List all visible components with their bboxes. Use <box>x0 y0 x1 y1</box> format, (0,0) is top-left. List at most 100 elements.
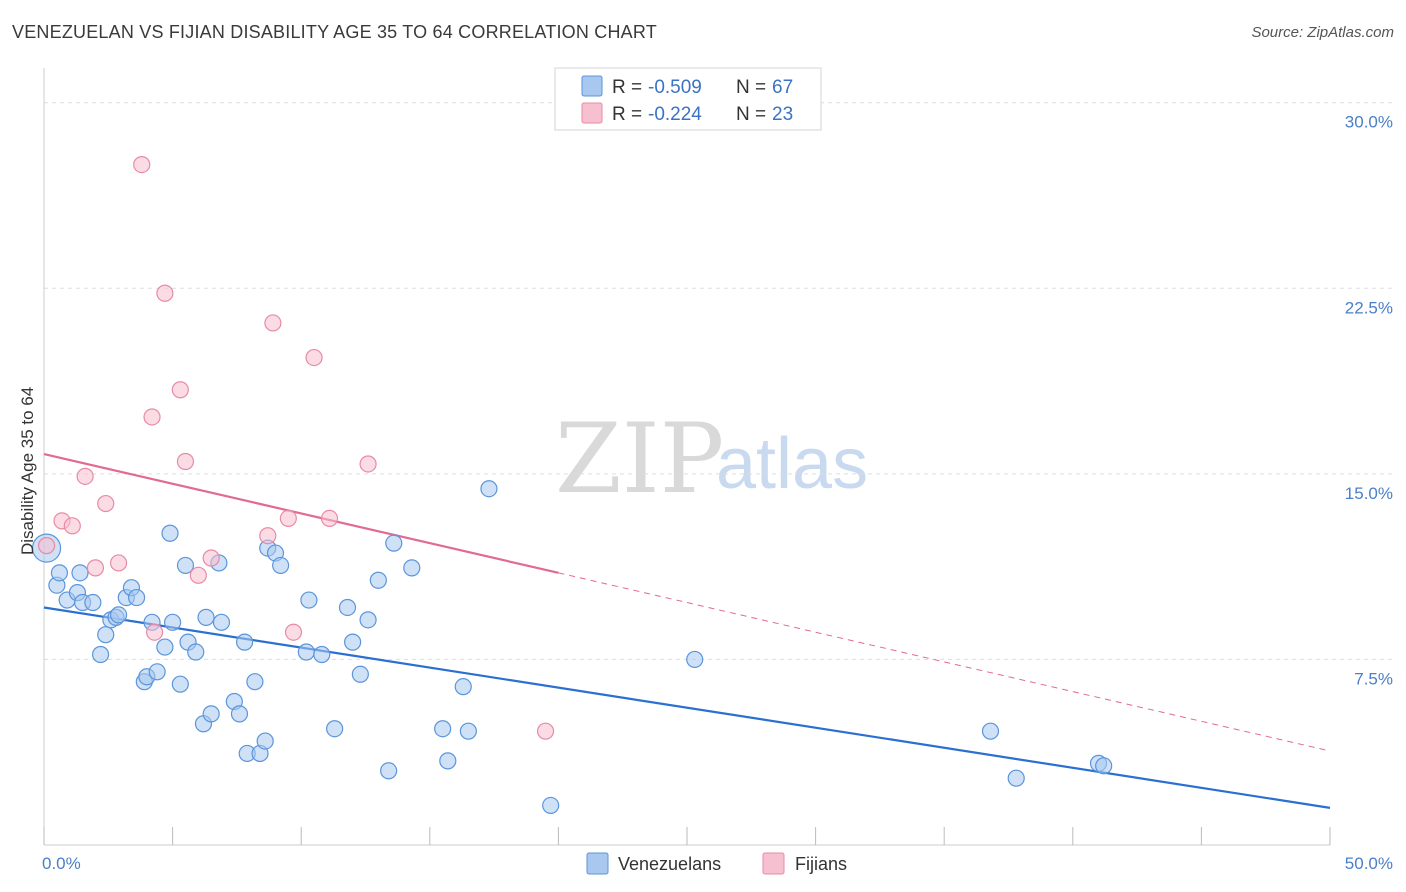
point-fijians <box>86 559 105 577</box>
x-tick-label-min: 0.0% <box>42 854 81 873</box>
x-tick-label-max: 50.0% <box>1345 854 1393 873</box>
series-legend-swatch-fijians <box>762 852 785 875</box>
point-venezuelans <box>156 638 174 656</box>
legend-n-label-fijians: N = <box>736 104 766 125</box>
correlation-legend: R = -0.509 N = 67 R = -0.224 N = 23 <box>554 67 822 131</box>
point-fijians <box>37 537 56 555</box>
point-venezuelans <box>71 564 89 582</box>
point-venezuelans <box>97 626 115 644</box>
point-venezuelans <box>351 665 369 683</box>
point-fijians <box>133 155 151 174</box>
trend-lines <box>43 453 1331 809</box>
point-venezuelans <box>246 673 264 691</box>
legend-r-label-fijians: R = <box>612 104 642 125</box>
point-venezuelans <box>148 663 166 681</box>
chart-source: Source: ZipAtlas.com <box>1251 24 1394 41</box>
point-venezuelans <box>297 643 315 661</box>
point-venezuelans <box>439 752 457 770</box>
legend-swatch-fijians <box>581 102 603 124</box>
point-venezuelans <box>459 722 477 740</box>
point-venezuelans <box>256 732 274 750</box>
point-fijians <box>259 527 277 545</box>
point-venezuelans <box>164 613 182 631</box>
point-fijians <box>176 452 195 471</box>
watermark-zip: ZIP <box>555 403 724 515</box>
point-venezuelans <box>187 643 205 661</box>
series-legend-label-venezuelans: Venezuelans <box>618 854 721 874</box>
legend-n-label-venezuelans: N = <box>736 77 766 98</box>
y-tick-label: 7.5% <box>1354 669 1393 688</box>
series-legend-label-fijians: Fijians <box>795 854 847 874</box>
point-venezuelans <box>385 534 403 552</box>
point-venezuelans <box>434 720 452 738</box>
point-fijians <box>143 408 161 426</box>
legend-n-value-fijians: 23 <box>772 104 793 125</box>
point-venezuelans <box>454 678 472 696</box>
point-venezuelans <box>480 480 498 498</box>
legend-swatch-venezuelans <box>581 75 603 97</box>
point-fijians <box>171 381 189 399</box>
point-venezuelans <box>344 633 362 651</box>
point-venezuelans <box>236 633 254 651</box>
point-fijians <box>63 517 81 535</box>
watermark: ZIP atlas <box>555 403 868 515</box>
point-fijians <box>279 509 297 528</box>
point-venezuelans <box>981 722 1000 740</box>
series-legend-swatch-venezuelans <box>586 852 609 875</box>
series-legend: Venezuelans Fijians <box>586 852 847 875</box>
grid-lines: 7.5% 15.0% 22.5% 30.0% <box>44 102 1393 688</box>
data-points <box>31 155 1113 815</box>
point-fijians <box>156 284 174 302</box>
point-fijians <box>202 549 220 567</box>
y-tick-label: 30.0% <box>1345 113 1393 132</box>
watermark-atlas: atlas <box>716 424 868 504</box>
point-fijians <box>305 348 323 367</box>
point-venezuelans <box>171 675 189 693</box>
point-fijians <box>284 623 303 641</box>
point-venezuelans <box>127 588 146 607</box>
point-fijians <box>109 554 128 572</box>
trend-line-fijians <box>43 453 559 574</box>
y-tick-label: 15.0% <box>1345 484 1393 503</box>
point-fijians <box>97 494 115 513</box>
point-fijians <box>536 722 555 740</box>
point-fijians <box>320 509 339 528</box>
point-fijians <box>145 623 164 641</box>
axes <box>43 68 1331 846</box>
point-venezuelans <box>50 564 69 582</box>
point-venezuelans <box>686 650 704 669</box>
point-venezuelans <box>380 762 398 780</box>
legend-r-value-fijians: -0.224 <box>648 104 702 125</box>
point-venezuelans <box>109 606 128 624</box>
point-fijians <box>76 467 94 485</box>
point-fijians <box>189 566 207 584</box>
point-venezuelans <box>403 559 421 577</box>
point-venezuelans <box>326 720 344 738</box>
chart-title: VENEZUELAN VS FIJIAN DISABILITY AGE 35 T… <box>12 22 657 42</box>
point-venezuelans <box>300 591 318 609</box>
point-venezuelans <box>91 645 110 664</box>
point-venezuelans <box>197 608 215 626</box>
point-fijians <box>359 455 377 473</box>
point-venezuelans <box>359 611 377 629</box>
legend-r-value-venezuelans: -0.509 <box>648 77 702 98</box>
legend-r-label-venezuelans: R = <box>612 77 642 98</box>
trend-line-fijians-extension <box>558 572 1331 752</box>
point-venezuelans <box>202 705 220 723</box>
legend-n-value-venezuelans: 67 <box>772 77 793 98</box>
y-axis-title: Disability Age 35 to 64 <box>18 387 37 555</box>
point-venezuelans <box>313 645 331 664</box>
point-fijians <box>264 314 282 332</box>
point-venezuelans <box>161 524 179 542</box>
point-venezuelans <box>84 593 102 612</box>
point-venezuelans <box>1095 757 1113 775</box>
point-venezuelans <box>369 571 387 589</box>
point-venezuelans <box>230 705 249 723</box>
point-venezuelans <box>1007 769 1025 787</box>
point-venezuelans <box>338 598 357 617</box>
y-tick-label: 22.5% <box>1345 298 1393 317</box>
point-venezuelans <box>272 556 290 575</box>
point-venezuelans <box>212 613 231 631</box>
point-venezuelans <box>176 556 195 575</box>
